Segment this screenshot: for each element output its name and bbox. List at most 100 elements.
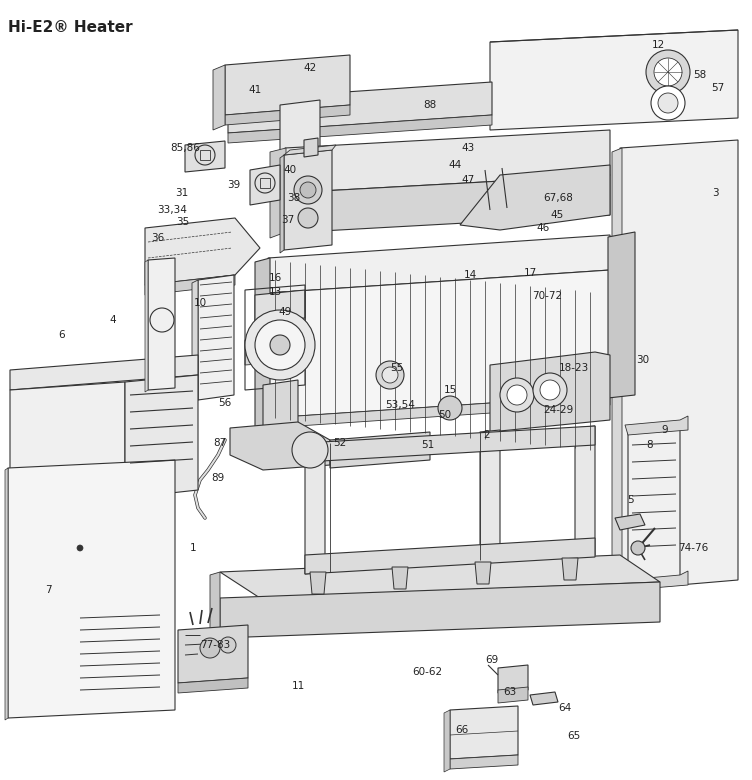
Polygon shape [145, 260, 148, 392]
Polygon shape [10, 382, 125, 508]
Text: 63: 63 [503, 687, 517, 697]
Polygon shape [612, 148, 622, 592]
Circle shape [646, 50, 690, 94]
Text: 31: 31 [175, 188, 189, 198]
Polygon shape [280, 100, 320, 160]
Polygon shape [608, 232, 635, 398]
Text: 52: 52 [333, 438, 347, 448]
Polygon shape [625, 571, 688, 590]
Circle shape [292, 432, 328, 468]
Circle shape [298, 208, 318, 228]
Text: 44: 44 [448, 160, 462, 170]
Polygon shape [285, 130, 610, 193]
Polygon shape [178, 678, 248, 693]
Text: 67,68: 67,68 [543, 193, 573, 203]
Circle shape [658, 93, 678, 113]
Polygon shape [255, 258, 270, 433]
Text: 57: 57 [711, 83, 725, 93]
Text: 56: 56 [218, 398, 232, 408]
Circle shape [270, 335, 290, 355]
Polygon shape [284, 145, 336, 155]
Text: 18-23: 18-23 [559, 363, 589, 373]
Text: 3: 3 [711, 188, 718, 198]
Polygon shape [450, 706, 518, 759]
Polygon shape [192, 280, 198, 403]
Text: 24-29: 24-29 [543, 405, 573, 415]
Text: 45: 45 [550, 210, 564, 220]
Polygon shape [268, 235, 610, 293]
Circle shape [382, 367, 398, 383]
Text: 11: 11 [291, 681, 305, 691]
Polygon shape [125, 375, 198, 498]
Polygon shape [530, 692, 558, 705]
Text: 7: 7 [44, 585, 51, 595]
Text: 15: 15 [444, 385, 456, 395]
Polygon shape [392, 567, 408, 589]
Text: 42: 42 [303, 63, 317, 73]
Text: 89: 89 [211, 473, 225, 483]
Polygon shape [145, 218, 260, 285]
Polygon shape [280, 155, 284, 253]
Text: 65: 65 [567, 731, 581, 741]
Polygon shape [213, 65, 225, 130]
Circle shape [540, 380, 560, 400]
Text: 36: 36 [151, 233, 165, 243]
Polygon shape [625, 416, 688, 435]
Polygon shape [498, 687, 528, 703]
Text: 51: 51 [421, 440, 435, 450]
Polygon shape [575, 426, 595, 557]
Text: 33,34: 33,34 [157, 205, 187, 215]
Polygon shape [178, 625, 248, 683]
Text: 87: 87 [214, 438, 226, 448]
Polygon shape [228, 82, 492, 133]
Text: 1: 1 [190, 543, 196, 553]
Text: 55: 55 [390, 363, 404, 373]
Text: 47: 47 [462, 175, 475, 185]
Polygon shape [198, 275, 234, 400]
Polygon shape [285, 175, 610, 233]
Polygon shape [263, 380, 298, 435]
Text: 46: 46 [536, 223, 550, 233]
Polygon shape [330, 432, 430, 468]
Polygon shape [245, 335, 315, 365]
Polygon shape [220, 582, 660, 638]
Text: 66: 66 [456, 725, 468, 735]
Polygon shape [185, 141, 225, 172]
Text: 69: 69 [485, 655, 499, 665]
Polygon shape [305, 426, 595, 462]
Circle shape [651, 86, 685, 120]
Polygon shape [8, 460, 175, 718]
Polygon shape [310, 572, 326, 594]
Polygon shape [444, 710, 450, 772]
Circle shape [255, 320, 305, 370]
Text: 49: 49 [278, 307, 292, 317]
Polygon shape [5, 468, 8, 720]
Circle shape [200, 638, 220, 658]
Polygon shape [268, 395, 610, 428]
Polygon shape [225, 105, 350, 125]
Circle shape [77, 545, 83, 551]
Bar [200, 150, 210, 160]
Polygon shape [490, 30, 738, 130]
Text: 77-83: 77-83 [200, 640, 230, 650]
Polygon shape [475, 562, 491, 584]
Text: 9: 9 [662, 425, 669, 435]
Text: 70-72: 70-72 [532, 291, 562, 301]
Polygon shape [255, 290, 305, 323]
Text: 35: 35 [177, 217, 190, 227]
Circle shape [220, 637, 236, 653]
Text: 5: 5 [626, 495, 633, 505]
Polygon shape [220, 555, 660, 598]
Text: Hi-E2® Heater: Hi-E2® Heater [8, 20, 132, 35]
Polygon shape [10, 355, 198, 390]
Polygon shape [284, 150, 332, 250]
Text: 4: 4 [110, 315, 117, 325]
Circle shape [376, 361, 404, 389]
Circle shape [533, 373, 567, 407]
Polygon shape [230, 422, 330, 470]
Text: 60-62: 60-62 [412, 667, 442, 677]
Polygon shape [460, 165, 610, 230]
Text: 30: 30 [636, 355, 650, 365]
Circle shape [300, 182, 316, 198]
Polygon shape [225, 55, 350, 115]
